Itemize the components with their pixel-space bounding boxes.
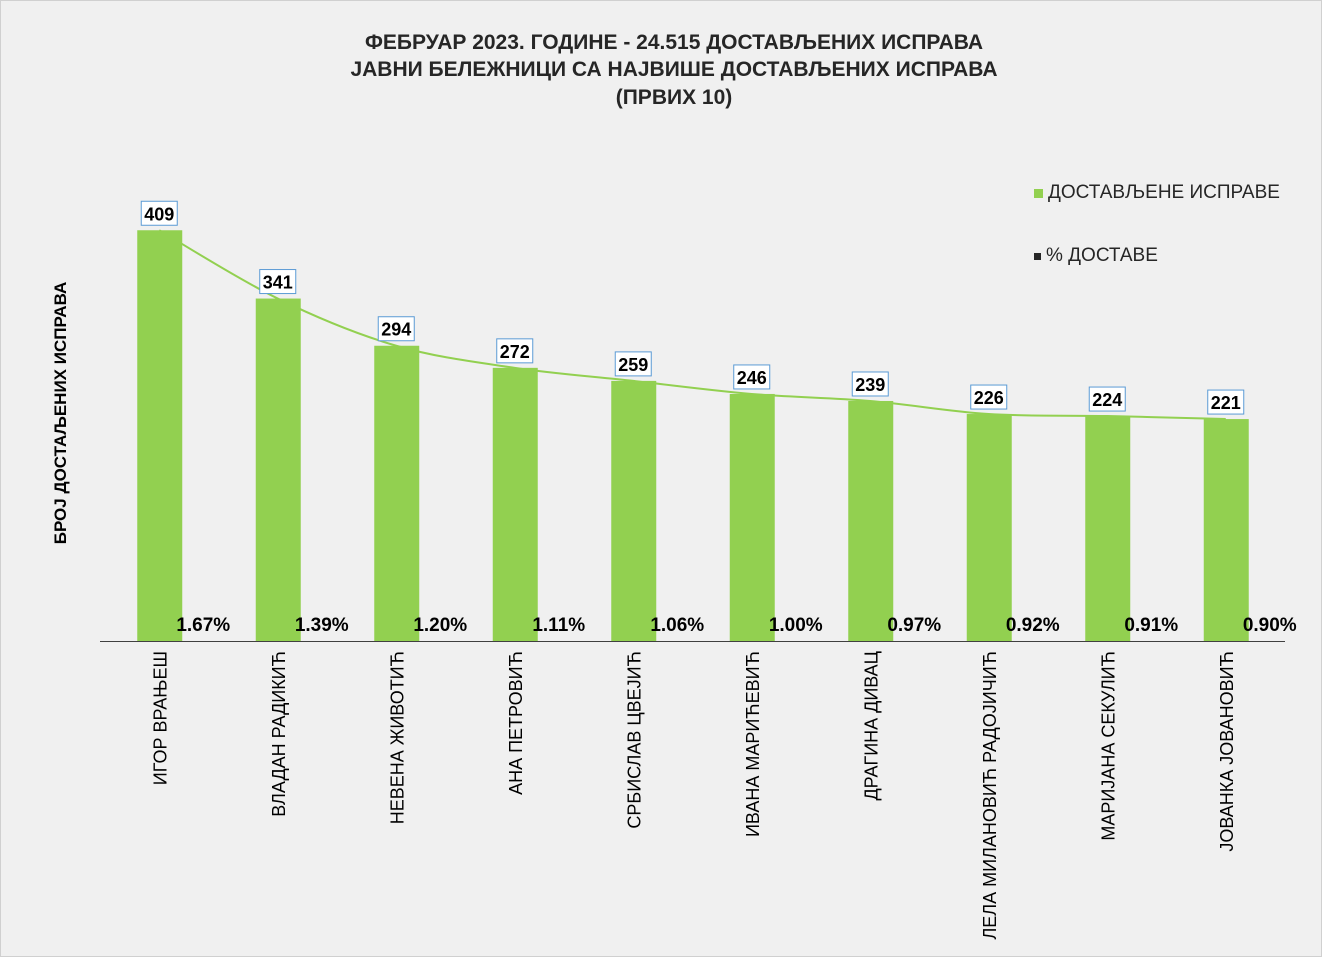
data-label: 259 <box>618 355 648 375</box>
data-label-box <box>140 200 178 226</box>
trendline <box>158 229 1226 421</box>
legend-label-percent: % ДОСТАВЕ <box>1046 245 1158 266</box>
data-label-box <box>259 269 297 295</box>
data-label-box <box>851 371 889 397</box>
bar <box>374 345 420 641</box>
x-tick-label: СРБИСЛАВ ЦВЕЈИЋ <box>624 651 644 829</box>
data-label: 221 <box>1211 393 1241 413</box>
bar <box>255 298 301 641</box>
percent-label: 0.91% <box>1124 615 1178 636</box>
x-tick-label: ЈОВАНКА ЈОВАНОВИЋ <box>1217 651 1237 852</box>
bar <box>492 367 538 641</box>
data-label: 239 <box>855 375 885 395</box>
legend-swatch-green <box>1034 188 1043 198</box>
data-label-box <box>733 364 771 390</box>
data-label: 409 <box>144 204 174 224</box>
data-label: 224 <box>1092 390 1122 410</box>
chart-title-line-3: (ПРВИХ 10) <box>615 86 733 109</box>
percent-label: 1.67% <box>176 615 230 636</box>
data-label-box <box>1207 389 1245 415</box>
data-label: 341 <box>263 273 293 293</box>
x-tick-label: АНА ПЕТРОВИЋ <box>506 651 526 795</box>
data-label-box <box>1088 386 1126 412</box>
x-tick-label: ИГОР ВРАЊЕШ <box>150 651 170 785</box>
bar <box>1085 416 1131 641</box>
percent-label: 0.92% <box>1006 615 1060 636</box>
chart-title-line-1: ФЕБРУАР 2023. ГОДИНЕ - 24.515 ДОСТАВЉЕНИ… <box>364 31 984 54</box>
data-label-box <box>970 384 1008 410</box>
bar <box>611 380 657 641</box>
legend-label-count: ДОСТАВЉЕНЕ ИСПРАВЕ <box>1048 182 1280 203</box>
x-tick-label: ЛЕЛА МИЛАНОВИЋ РАДОЈИЧИЋ <box>980 651 1000 940</box>
bar <box>966 414 1012 641</box>
data-label: 272 <box>500 342 530 362</box>
data-label-box <box>496 338 534 364</box>
data-label-box <box>377 316 415 342</box>
percent-label: 1.06% <box>650 615 704 636</box>
x-tick-label: ВЛАДАН РАДИКИЋ <box>269 651 289 817</box>
legend-swatch-black <box>1034 252 1041 260</box>
bar <box>137 230 183 641</box>
percent-label: 1.39% <box>295 615 349 636</box>
data-label: 226 <box>974 388 1004 408</box>
legend-item-count: ДОСТАВЉЕНЕ ИСПРАВЕ <box>1034 182 1280 204</box>
data-label-box <box>614 351 652 377</box>
percent-label: 1.20% <box>413 615 467 636</box>
bar <box>848 400 894 641</box>
percent-label: 0.90% <box>1243 615 1297 636</box>
data-label: 246 <box>737 368 767 388</box>
x-tick-label: НЕВЕНА ЖИВОТИЋ <box>387 651 407 824</box>
data-label: 294 <box>381 320 411 340</box>
percent-label: 1.11% <box>532 615 585 636</box>
x-tick-label: МАРИЈАНА СЕКУЛИЋ <box>1098 651 1118 841</box>
x-tick-label: ИВАНА МАРИЋЕВИЋ <box>743 651 763 837</box>
percent-label: 1.00% <box>769 615 823 636</box>
bar <box>1203 419 1249 641</box>
x-tick-label: ДРАГИНА ДИВАЦ <box>861 651 881 801</box>
percent-label: 0.97% <box>887 615 941 636</box>
bar <box>729 393 775 641</box>
legend-item-percent: % ДОСТАВЕ <box>1034 245 1158 267</box>
chart-title-line-2: ЈАВНИ БЕЛЕЖНИЦИ СА НАЈВИШЕ ДОСТАВЉЕНИХ И… <box>350 58 998 81</box>
